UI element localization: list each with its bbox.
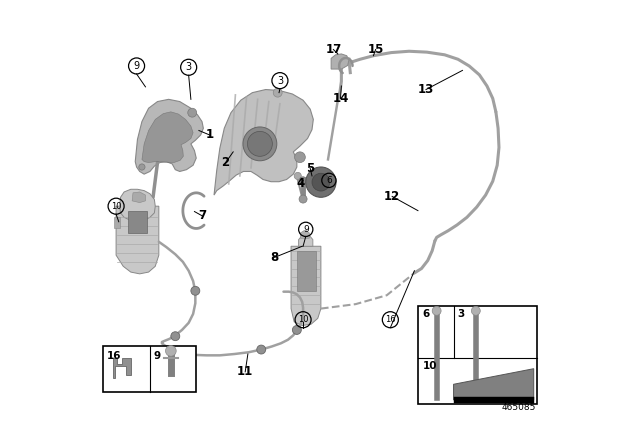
Text: 10: 10 [298, 315, 308, 324]
Text: 6: 6 [326, 176, 332, 185]
Polygon shape [297, 251, 316, 291]
Text: 11: 11 [237, 365, 253, 378]
Circle shape [432, 306, 441, 315]
Text: 9: 9 [134, 61, 140, 71]
Circle shape [292, 326, 301, 334]
Text: 1: 1 [205, 129, 214, 142]
Circle shape [257, 345, 266, 354]
Text: 9: 9 [153, 351, 160, 361]
Text: 13: 13 [418, 83, 434, 96]
Text: 16: 16 [107, 351, 122, 361]
Polygon shape [299, 235, 313, 246]
Text: 3: 3 [277, 76, 283, 86]
Text: 16: 16 [385, 315, 396, 324]
FancyBboxPatch shape [103, 345, 196, 392]
Circle shape [171, 332, 180, 340]
Text: 10: 10 [422, 361, 437, 371]
Circle shape [299, 195, 307, 203]
Text: 2: 2 [221, 156, 230, 169]
Polygon shape [127, 211, 147, 233]
Circle shape [248, 131, 273, 156]
Text: 465085: 465085 [501, 403, 536, 412]
Polygon shape [132, 192, 145, 202]
Text: 7: 7 [198, 210, 207, 223]
Text: 3: 3 [457, 310, 465, 319]
Circle shape [306, 167, 336, 197]
Polygon shape [291, 246, 321, 326]
Circle shape [191, 286, 200, 295]
Text: 12: 12 [384, 190, 400, 203]
Circle shape [472, 306, 480, 315]
FancyBboxPatch shape [454, 397, 534, 403]
Text: 5: 5 [306, 162, 314, 175]
Circle shape [273, 88, 282, 97]
Polygon shape [135, 99, 204, 174]
Circle shape [243, 127, 277, 161]
Circle shape [139, 164, 145, 170]
FancyBboxPatch shape [418, 306, 537, 404]
Circle shape [300, 177, 307, 184]
Polygon shape [214, 90, 314, 195]
Circle shape [312, 173, 330, 191]
Circle shape [166, 345, 176, 356]
Text: 8: 8 [271, 251, 278, 264]
Polygon shape [454, 369, 534, 400]
Text: 4: 4 [296, 177, 305, 190]
Text: 3: 3 [186, 62, 192, 72]
Polygon shape [116, 206, 159, 274]
Polygon shape [115, 217, 120, 228]
Text: 10: 10 [111, 202, 122, 211]
Text: 17: 17 [325, 43, 342, 56]
Polygon shape [331, 54, 349, 69]
Circle shape [188, 108, 196, 117]
Polygon shape [113, 358, 131, 378]
Text: 15: 15 [367, 43, 384, 56]
Circle shape [294, 172, 301, 180]
Polygon shape [142, 112, 193, 163]
Polygon shape [300, 230, 309, 238]
Polygon shape [120, 189, 156, 222]
Text: 9: 9 [303, 225, 308, 234]
Text: 14: 14 [332, 92, 349, 105]
Circle shape [294, 152, 305, 163]
Text: 6: 6 [422, 310, 429, 319]
